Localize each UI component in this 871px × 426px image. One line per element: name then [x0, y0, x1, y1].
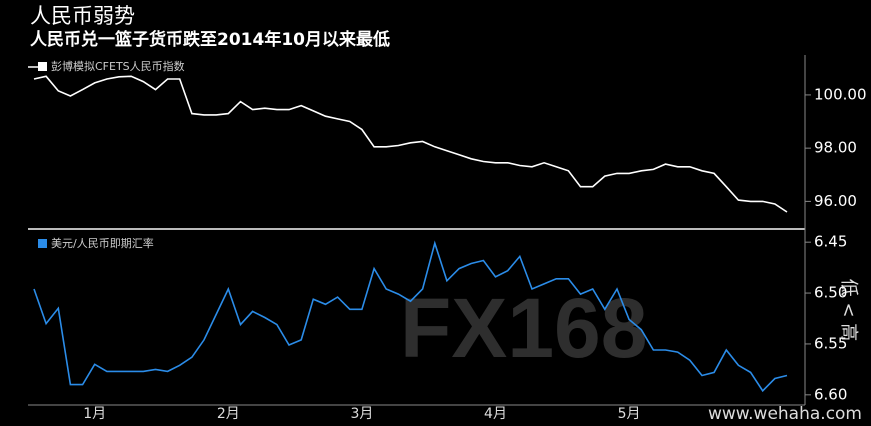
- watermark: FX168: [400, 281, 648, 375]
- y-tick-label: 100.00: [814, 85, 867, 103]
- y-tick-label: 98.00: [814, 139, 857, 157]
- chart-subtitle: 人民币兑一篮子货币跌至2014年10月以来最低: [30, 29, 390, 50]
- x-tick-label: 3月: [350, 406, 373, 422]
- source: www.wehaha.com: [708, 404, 862, 424]
- x-tick-label: 1月: [83, 406, 106, 422]
- x-tick-label: 5月: [618, 406, 641, 422]
- y-tick-label: 6.60: [814, 385, 847, 403]
- y-tick-label: 96.00: [814, 192, 857, 210]
- legend-label: 彭博模拟CFETS人民币指数: [51, 59, 185, 73]
- y-tick-label: 6.45: [814, 233, 847, 251]
- legend-swatch: [38, 62, 47, 71]
- legend-swatch: [38, 239, 47, 248]
- x-tick-label: 2月: [217, 406, 240, 422]
- legend-label: 美元/人民币即期汇率: [51, 236, 154, 250]
- series-line: [33, 75, 788, 213]
- series-line: [33, 240, 788, 393]
- y-tick-label: 6.55: [814, 334, 847, 352]
- x-tick-label: 4月: [484, 406, 507, 422]
- chart-title: 人民币弱势: [30, 4, 135, 28]
- axis-note: 低 < 高: [838, 279, 859, 342]
- y-tick-label: 6.50: [814, 284, 847, 302]
